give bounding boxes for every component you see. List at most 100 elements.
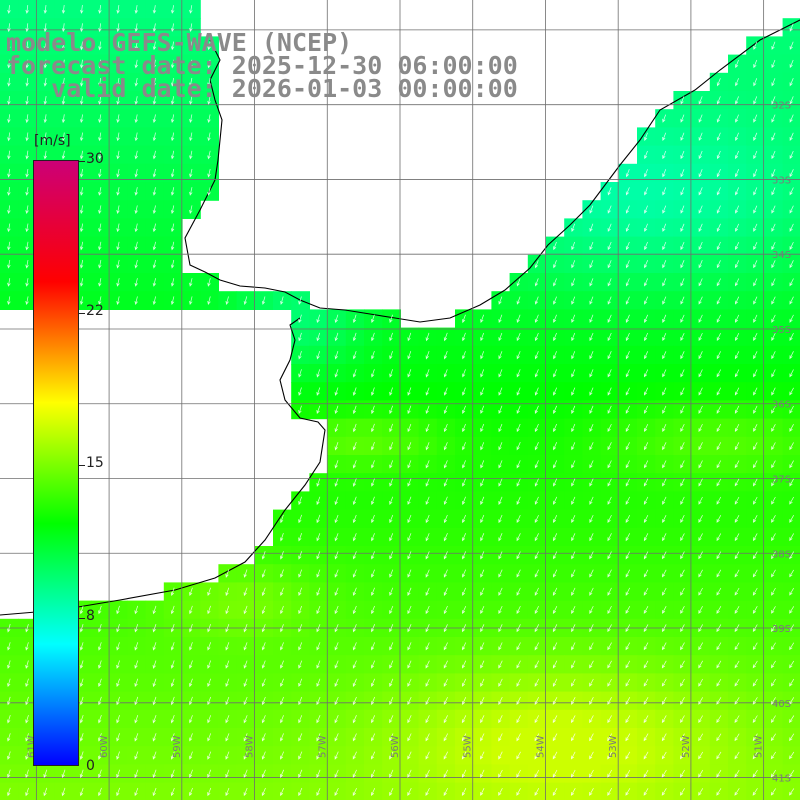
wind-arrow: [771, 332, 776, 342]
wind-speed-cell: [309, 364, 329, 383]
model-title: modelo GEFS-WAVE (NCEP): [6, 28, 353, 57]
wind-speed-cell: [618, 746, 638, 765]
wind-speed-cell: [145, 673, 165, 693]
wind-arrow: [789, 569, 795, 578]
wind-arrow: [735, 96, 739, 105]
wind-arrow: [134, 168, 138, 178]
wind-speed-cell: [491, 491, 511, 511]
wind-speed-cell: [546, 764, 565, 784]
wind-speed-cell: [236, 691, 256, 711]
wind-arrow: [771, 351, 776, 360]
wind-speed-cell: [491, 382, 511, 401]
wind-arrow: [316, 660, 321, 669]
wind-speed-cell: [491, 309, 511, 329]
wind-speed-cell: [600, 673, 620, 693]
wind-arrow: [207, 296, 211, 305]
wind-speed-cell: [637, 509, 656, 529]
wind-speed-cell: [327, 364, 347, 383]
wind-arrow: [553, 369, 557, 378]
wind-arrow: [753, 533, 758, 542]
wind-speed-cell: [728, 327, 747, 347]
wind-speed-cell: [509, 564, 529, 583]
wind-arrow: [607, 605, 612, 615]
wind-speed-cell: [182, 582, 201, 602]
wind-arrow: [662, 205, 667, 214]
wind-speed-cell: [600, 345, 620, 365]
wind-arrow: [225, 715, 230, 724]
wind-arrow: [589, 569, 594, 578]
wind-arrow: [680, 678, 685, 687]
wind-speed-cell: [764, 127, 784, 147]
wind-arrow: [316, 769, 321, 778]
wind-speed-cell: [618, 764, 638, 784]
wind-speed-cell: [764, 455, 784, 474]
wind-speed-cell: [509, 473, 529, 492]
wind-speed-cell: [491, 364, 511, 383]
wind-speed-cell: [491, 400, 511, 420]
wind-arrow: [152, 678, 157, 688]
wind-speed-cell: [564, 400, 583, 420]
wind-arrow: [625, 514, 631, 524]
wind-speed-cell: [327, 728, 347, 747]
wind-arrow: [643, 533, 649, 542]
wind-arrow: [534, 715, 540, 724]
wind-arrow: [680, 442, 685, 451]
wind-speed-cell: [655, 345, 674, 365]
wind-arrow: [771, 169, 776, 178]
wind-speed-cell: [655, 709, 674, 729]
wind-arrow: [771, 41, 776, 50]
wind-arrow: [280, 696, 284, 706]
wind-speed-cell: [691, 491, 711, 511]
wind-speed-cell: [655, 200, 674, 219]
wind-arrow: [425, 587, 430, 596]
wind-speed-cell: [418, 655, 438, 674]
wind-speed-cell: [546, 564, 565, 583]
wind-arrow: [425, 715, 430, 724]
wind-speed-cell: [764, 54, 784, 74]
wind-arrow: [553, 551, 558, 560]
wind-speed-cell: [109, 691, 128, 711]
wind-arrow: [25, 296, 29, 305]
wind-arrow: [316, 551, 321, 560]
wind-arrow: [152, 59, 157, 69]
wind-speed-cell: [509, 382, 529, 401]
longitude-label: 57W: [317, 735, 328, 758]
wind-speed-cell: [746, 291, 765, 310]
wind-arrow: [170, 787, 175, 797]
wind-speed-cell: [345, 527, 365, 547]
wind-speed-cell: [473, 309, 492, 329]
wind-arrow: [443, 605, 448, 615]
wind-arrow: [79, 696, 84, 706]
wind-arrow: [716, 533, 722, 542]
wind-speed-cell: [254, 655, 274, 674]
wind-speed-cell: [546, 400, 565, 420]
longitude-label: 51W: [754, 735, 765, 758]
wind-arrow: [789, 624, 795, 632]
wind-speed-cell: [182, 109, 201, 128]
wind-arrow: [716, 187, 721, 196]
wind-speed-cell: [746, 273, 765, 292]
wind-speed-cell: [582, 764, 602, 784]
wind-arrow: [734, 496, 740, 505]
wind-arrow: [789, 715, 795, 723]
wind-speed-cell: [455, 491, 474, 511]
wind-speed-cell: [218, 691, 238, 711]
wind-speed-cell: [564, 655, 583, 674]
wind-arrow: [334, 441, 339, 451]
wind-arrow: [571, 514, 576, 524]
wind-arrow: [589, 460, 594, 469]
wind-speed-cell: [637, 527, 656, 547]
wind-speed-cell: [491, 327, 511, 347]
wind-arrow: [552, 642, 558, 651]
wind-arrow: [589, 314, 594, 323]
wind-arrow: [607, 187, 612, 196]
wind-speed-cell: [673, 746, 693, 765]
wind-arrow: [298, 532, 303, 542]
wind-arrow: [553, 314, 557, 323]
wind-arrow: [516, 624, 521, 633]
wind-speed-cell: [764, 200, 784, 219]
wind-speed-cell: [728, 637, 747, 656]
wind-arrow: [207, 59, 211, 69]
wind-arrow: [771, 405, 776, 414]
